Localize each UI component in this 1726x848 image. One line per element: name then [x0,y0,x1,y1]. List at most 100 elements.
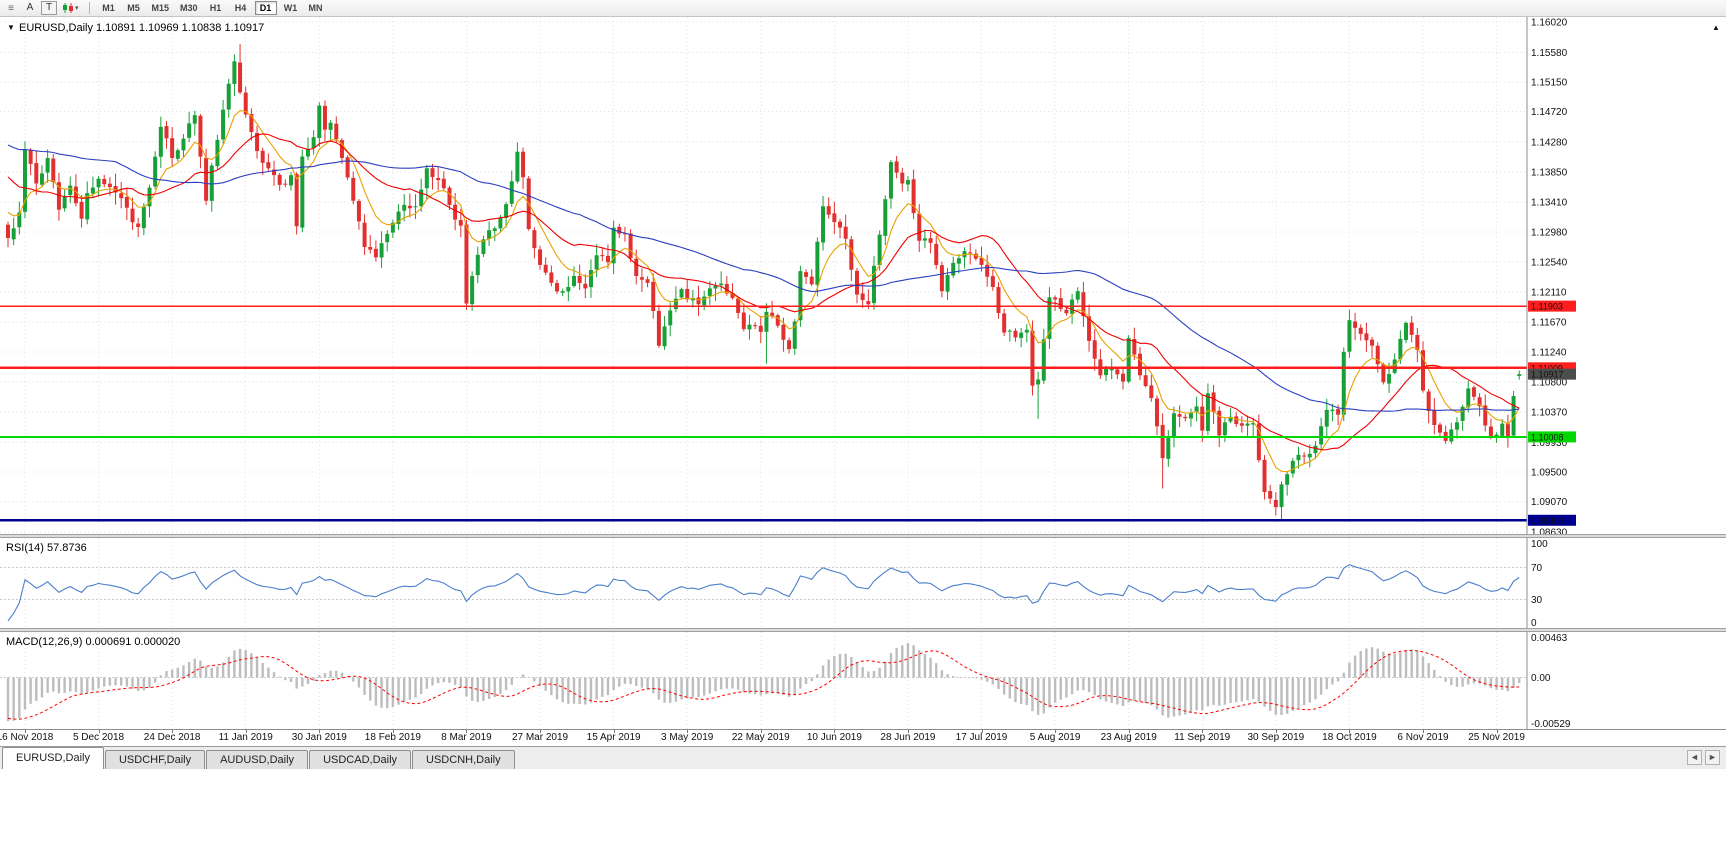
date-label: 24 Dec 2018 [143,732,201,743]
date-label: 30 Jan 2019 [291,732,347,743]
date-label: 23 Aug 2019 [1100,732,1157,743]
svg-text:-0.00529: -0.00529 [1531,719,1571,729]
svg-text:0.00463: 0.00463 [1531,633,1568,644]
date-tick [392,730,394,733]
date-label: 5 Aug 2019 [1029,732,1081,743]
date-tick [24,730,26,733]
date-label: 6 Nov 2019 [1397,732,1449,743]
timeframe-button-w1[interactable]: W1 [280,1,302,15]
date-tick [466,730,468,733]
timeframe-button-h1[interactable]: H1 [205,1,227,15]
chart-tab-bar: EURUSD,Daily USDCHF,Daily AUDUSD,Daily U… [0,746,1726,769]
tab-scroll-arrows: ◄ ► [1687,750,1720,765]
tab-usdcnh-daily[interactable]: USDCNH,Daily [412,750,515,769]
window-filler [0,769,1726,848]
tab-eurusd-daily[interactable]: EURUSD,Daily [2,747,104,769]
svg-text:1.14280: 1.14280 [1531,138,1568,149]
svg-text:1.10008: 1.10008 [1531,432,1564,442]
svg-text:1.11009: 1.11009 [1531,363,1563,373]
panel-divider[interactable] [0,534,1726,538]
svg-text:1.10917: 1.10917 [1531,370,1564,380]
scroll-to-end-icon[interactable]: ▲ [1712,23,1720,32]
svg-text:1.13850: 1.13850 [1531,167,1568,178]
date-label: 10 Jun 2019 [806,732,862,743]
date-label: 8 Mar 2019 [441,732,492,743]
date-tick [1349,730,1351,733]
date-label: 3 May 2019 [661,732,714,743]
date-label: 11 Jan 2019 [218,732,273,743]
date-label: 27 Mar 2019 [511,732,569,743]
date-tick [1423,730,1424,733]
date-tick [981,730,983,733]
date-label: 25 Nov 2019 [1468,732,1525,743]
date-tick [1128,730,1130,733]
date-label: 17 Jul 2019 [955,732,1008,743]
date-tick [1055,730,1057,733]
rsi-label: RSI(14) 57.8736 [6,542,87,554]
price-chart-panel[interactable]: 1.16020 1.15580 1.15150 1.14720 1.14280 1.138… [0,17,1726,534]
tab-scroll-left-icon[interactable]: ◄ [1687,750,1702,765]
svg-text:1.11903: 1.11903 [1531,302,1563,312]
svg-text:1.13410: 1.13410 [1531,198,1568,209]
svg-text:1.12980: 1.12980 [1531,227,1568,238]
date-label: 18 Feb 2019 [364,732,421,743]
text-tool-button[interactable]: T [41,1,57,15]
svg-text:1.11240: 1.11240 [1531,347,1567,358]
chart-dropdown-icon[interactable]: ▼ [7,23,15,32]
timeframe-button-m30[interactable]: M30 [176,1,202,15]
chart-title: EURUSD,Daily 1.10891 1.10969 1.10838 1.1… [19,22,264,34]
rsi-panel[interactable]: 100 70 30 0 RSI(14) 57.8736 [0,538,1726,628]
svg-text:1.09070: 1.09070 [1531,497,1568,508]
date-tick [172,730,174,733]
date-label: 30 Sep 2019 [1247,732,1305,743]
date-axis[interactable]: 16 Nov 2018 5 Dec 2018 24 Dec 2018 11 Jan 2… [0,729,1726,746]
indicators-dropdown-button[interactable]: ▾ [60,2,81,14]
tab-audusd-daily[interactable]: AUDUSD,Daily [206,750,309,769]
chevron-down-icon: ▾ [75,5,79,12]
svg-text:1.16020: 1.16020 [1531,18,1568,29]
svg-text:1.15580: 1.15580 [1531,48,1568,59]
tab-usdchf-daily[interactable]: USDCHF,Daily [104,750,206,769]
date-label: 22 May 2019 [731,732,790,743]
date-tick [245,730,247,733]
timeframe-button-h4[interactable]: H4 [230,1,252,15]
tab-usdcad-daily[interactable]: USDCAD,Daily [309,750,412,769]
date-tick [613,730,615,733]
date-label: 28 Jun 2019 [880,732,936,743]
svg-text:1.12540: 1.12540 [1531,258,1568,269]
date-label: 18 Oct 2019 [1322,732,1377,743]
svg-text:70: 70 [1531,563,1543,574]
macd-panel[interactable]: 0.00463 0.00 -0.00529 MACD(12,26,9) 0.0006… [0,632,1726,729]
svg-text:1.14720: 1.14720 [1531,107,1568,118]
svg-text:1.08800: 1.08800 [1531,516,1564,526]
svg-text:1.15150: 1.15150 [1531,78,1568,89]
cursor-tool-button[interactable]: A [22,1,38,15]
date-label: 11 Sep 2019 [1174,732,1231,743]
svg-text:1.12110: 1.12110 [1531,287,1567,298]
date-tick [1202,730,1204,733]
svg-text:1.11670: 1.11670 [1531,318,1567,329]
date-tick [834,730,836,733]
macd-label: MACD(12,26,9) 0.000691 0.000020 [6,636,180,648]
panel-divider[interactable] [0,628,1726,632]
svg-text:0: 0 [1531,618,1537,628]
timeframe-button-m15[interactable]: M15 [148,1,174,15]
svg-text:1.08630: 1.08630 [1531,528,1568,535]
date-tick [760,730,762,733]
timeframe-button-m5[interactable]: M5 [123,1,145,15]
svg-text:30: 30 [1531,595,1543,606]
svg-text:1.09500: 1.09500 [1531,467,1568,478]
date-tick [540,730,542,733]
chart-list-icon[interactable]: ≡ [8,2,14,14]
timeframe-button-d1[interactable]: D1 [254,1,277,15]
date-label: 16 Nov 2018 [0,732,54,743]
date-label: 5 Dec 2018 [72,732,125,743]
date-label: 15 Apr 2019 [586,732,641,743]
tab-scroll-right-icon[interactable]: ► [1705,750,1720,765]
toolbar: ≡ A T ▾ M1 M5 M15 M30 H1 H4 D1 W1 MN [0,0,1726,17]
svg-text:1.10370: 1.10370 [1531,407,1568,418]
timeframe-button-mn[interactable]: MN [305,1,327,15]
svg-text:100: 100 [1531,539,1548,550]
timeframe-button-m1[interactable]: M1 [98,1,120,15]
